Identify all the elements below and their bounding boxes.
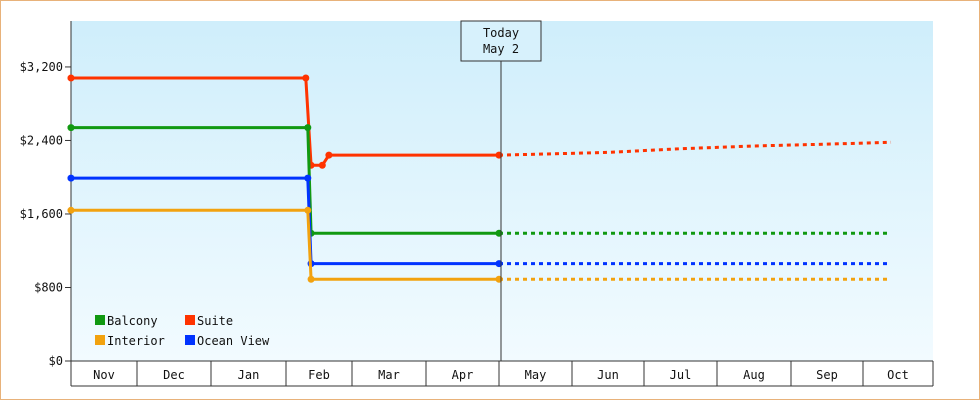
interior-point (67, 206, 75, 214)
month-label-dec: Dec (163, 368, 185, 382)
interior-line (67, 208, 499, 281)
month-label-aug: Aug (743, 368, 765, 382)
month-label-may: May (525, 368, 547, 382)
month-label-jul: Jul (670, 368, 692, 382)
today-marker: Today May 2 (460, 20, 542, 361)
suite-point (318, 161, 326, 169)
suite-forecast-line (498, 140, 892, 157)
month-label-nov: Nov (93, 368, 115, 382)
x-axis: Nov Dec Jan Feb Mar Apr May Jun Jul Aug Sep Oct (70, 360, 934, 387)
today-box (460, 20, 542, 62)
interior-point (307, 275, 315, 283)
suite-point (302, 74, 310, 82)
suite-point (325, 151, 333, 159)
y-tick-label: $2,400 (20, 133, 63, 147)
legend-label-ocean-view: Ocean View (197, 334, 270, 348)
y-tick-label: $0 (49, 354, 63, 368)
today-label: Today (483, 26, 519, 40)
month-label-feb: Feb (308, 368, 330, 382)
month-label-sep: Sep (816, 368, 838, 382)
suite-point (67, 74, 75, 82)
month-label-oct: Oct (887, 368, 909, 382)
ocean-view-point (67, 174, 75, 182)
legend-swatch-suite (185, 315, 195, 325)
balcony-point (67, 124, 75, 132)
month-label-mar: Mar (378, 368, 400, 382)
y-tick-label: $800 (34, 280, 63, 294)
legend-label-interior: Interior (107, 334, 165, 348)
month-label-apr: Apr (452, 368, 474, 382)
y-tick-label: $3,200 (20, 60, 63, 74)
legend-label-suite: Suite (197, 314, 233, 328)
series-layer (67, 74, 892, 283)
legend-swatch-ocean-view (185, 335, 195, 345)
today-date: May 2 (483, 42, 519, 56)
y-axis: $0 $800 $1,600 $2,400 $3,200 (20, 21, 72, 368)
plot-background (71, 21, 933, 361)
month-label-jun: Jun (597, 368, 619, 382)
legend: Balcony Suite Interior Ocean View (95, 314, 270, 348)
suite-line (67, 76, 499, 167)
y-tick-label: $1,600 (20, 207, 63, 221)
interior-point (304, 206, 312, 214)
ocean-view-point (304, 174, 312, 182)
month-label-jan: Jan (238, 368, 260, 382)
legend-label-balcony: Balcony (107, 314, 158, 328)
balcony-point (304, 124, 312, 132)
legend-swatch-interior (95, 335, 105, 345)
legend-swatch-balcony (95, 315, 105, 325)
